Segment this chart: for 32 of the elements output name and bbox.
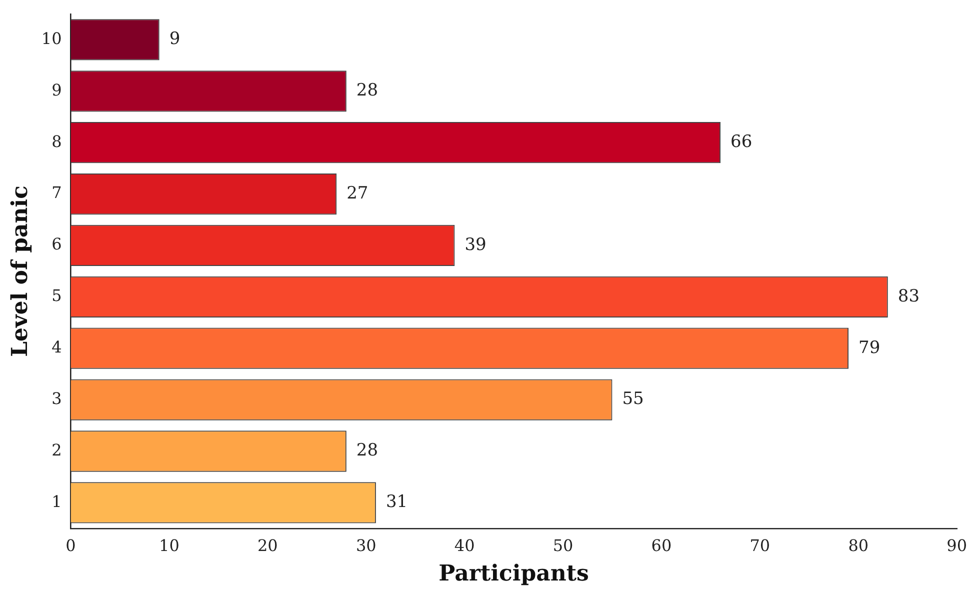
data-label: 55 <box>622 389 644 410</box>
x-tick-label: 80 <box>848 536 869 556</box>
y-tick-label: 2 <box>52 440 62 460</box>
y-axis-title: Level of panic <box>6 185 33 357</box>
y-tick-label: 4 <box>52 338 62 357</box>
data-label: 66 <box>730 132 752 152</box>
y-tick-label: 1 <box>52 492 62 511</box>
y-tick-label: 10 <box>41 28 62 48</box>
x-tick-label: 50 <box>552 536 574 556</box>
y-tick-label: 7 <box>52 183 62 202</box>
y-tick-label: 6 <box>52 234 62 254</box>
x-tick-label: 90 <box>946 536 967 556</box>
y-tick-label: 9 <box>52 80 62 100</box>
data-label: 9 <box>169 29 180 50</box>
x-axis-title: Participants <box>438 560 589 587</box>
y-tick-label: 8 <box>52 132 62 151</box>
y-tick-label: 3 <box>52 388 62 408</box>
y-tick-label: 5 <box>52 286 62 306</box>
x-tick-label: 40 <box>454 536 475 556</box>
data-label: 28 <box>356 80 378 101</box>
x-tick-label: 30 <box>356 536 376 556</box>
data-label: 79 <box>858 338 880 358</box>
data-label: 39 <box>464 234 486 255</box>
data-label: 28 <box>356 440 378 461</box>
x-tick-label: 0 <box>66 536 76 556</box>
data-label: 31 <box>386 492 408 512</box>
data-label: 83 <box>898 286 920 306</box>
x-tick-label: 70 <box>750 536 770 556</box>
x-tick-label: 10 <box>159 536 180 556</box>
data-label: 27 <box>346 183 368 204</box>
x-tick-label: 20 <box>257 536 278 556</box>
x-tick-label: 60 <box>651 536 672 556</box>
